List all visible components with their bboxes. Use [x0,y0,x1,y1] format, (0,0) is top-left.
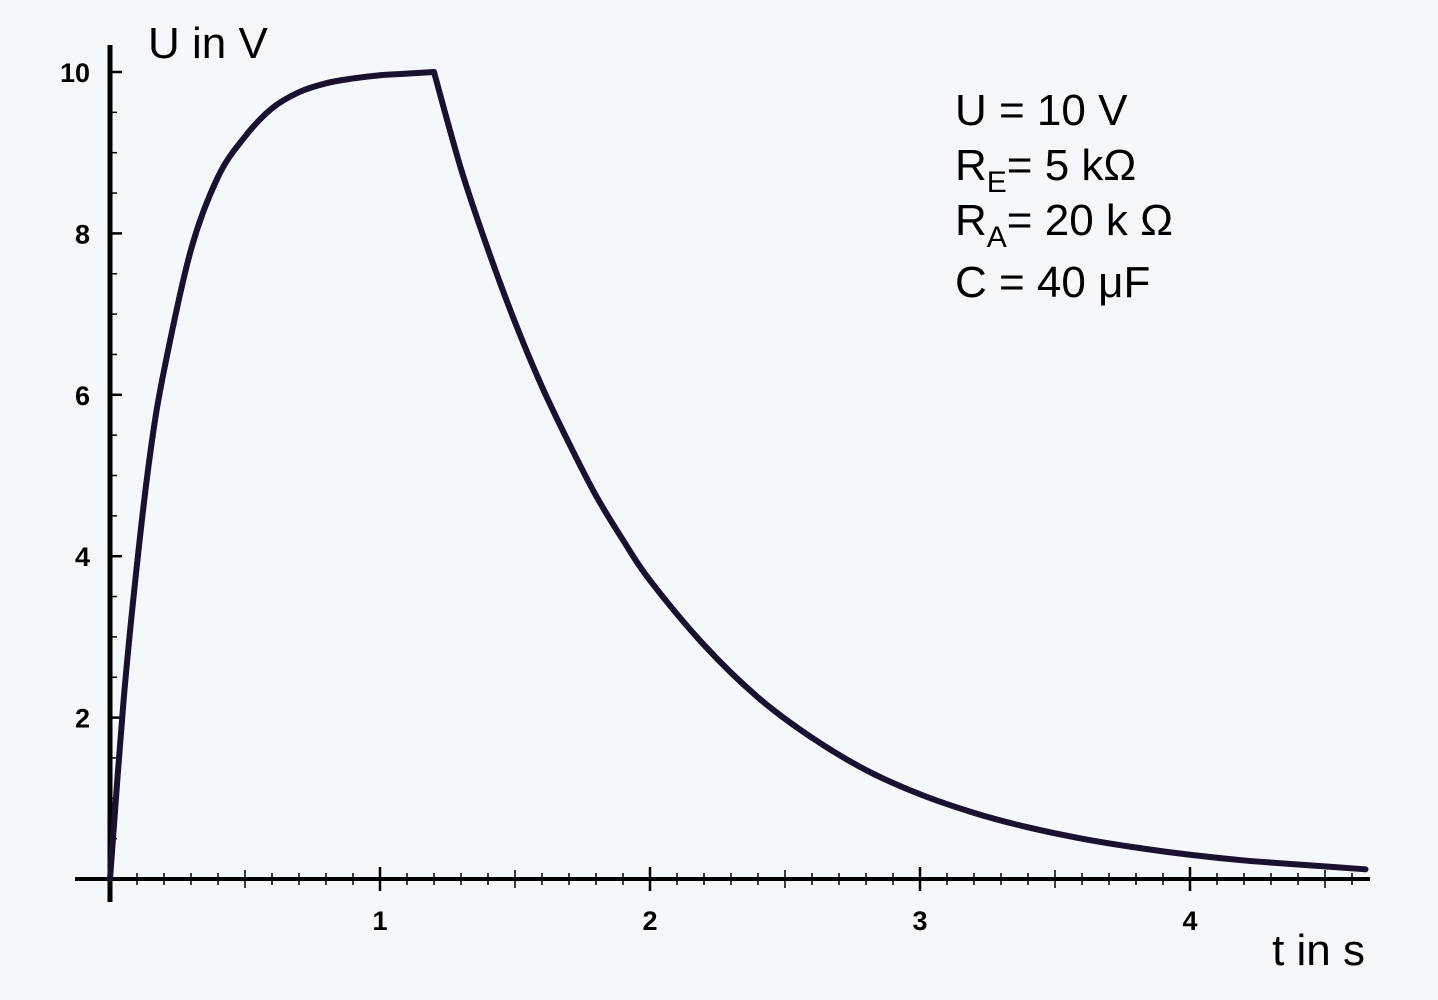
param-r-e-value: = 5 kΩ [1007,141,1137,190]
param-r-a-main: R [955,196,987,245]
y-tick-label: 10 [60,58,90,88]
y-tick-label: 2 [75,704,90,734]
param-r-a-sub: A [987,221,1007,254]
param-r-a: RA= 20 k Ω [955,196,1173,254]
y-tick-label: 6 [75,381,90,411]
x-tick-label: 1 [372,906,387,936]
series-line [107,69,1369,882]
parameter-box: U = 10 V RE= 5 kΩ RA= 20 k Ω C = 40 μF [955,86,1173,307]
param-voltage: U = 10 V [955,86,1128,135]
x-tick-label: 4 [1182,906,1197,936]
x-axis-title: t in s [1272,926,1365,975]
x-tick-label: 2 [642,906,657,936]
param-capacitance: C = 40 μF [955,258,1150,307]
x-tick-label: 3 [912,906,927,936]
major-ticks [110,70,1192,891]
y-tick-label: 8 [75,219,90,249]
param-r-e-main: R [955,141,987,190]
param-r-e: RE= 5 kΩ [955,141,1136,199]
tick-labels: 1 2 3 4 2 4 6 8 10 [60,58,1198,936]
param-r-a-value: = 20 k Ω [1007,196,1173,245]
param-r-e-sub: E [987,166,1007,199]
y-tick-label: 4 [75,542,90,572]
y-axis-title: U in V [148,19,268,68]
